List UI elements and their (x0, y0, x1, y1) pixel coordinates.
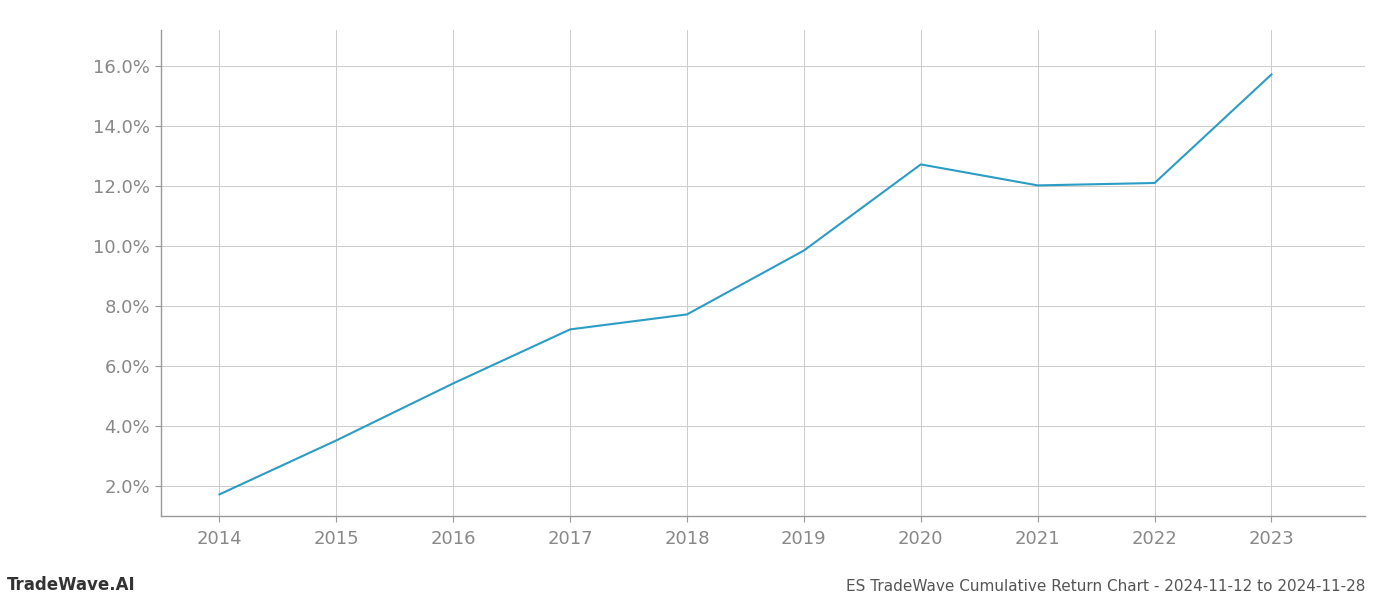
Text: TradeWave.AI: TradeWave.AI (7, 576, 136, 594)
Text: ES TradeWave Cumulative Return Chart - 2024-11-12 to 2024-11-28: ES TradeWave Cumulative Return Chart - 2… (846, 579, 1365, 594)
